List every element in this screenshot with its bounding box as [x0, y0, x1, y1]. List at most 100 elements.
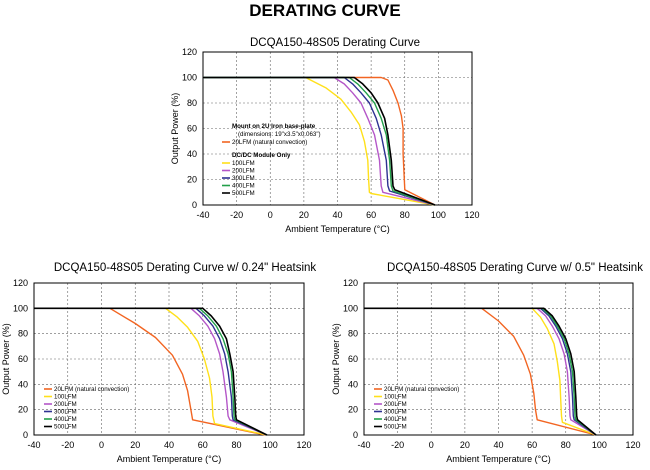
- x-tick-label: 40: [164, 440, 174, 450]
- legend-entry: 100LFM: [232, 160, 255, 167]
- y-tick-label: 80: [187, 98, 197, 108]
- legend-entry: 300LFM: [54, 409, 77, 416]
- x-axis-label: Ambient Temperature (°C): [285, 224, 389, 234]
- x-tick-label: 0: [429, 440, 434, 450]
- x-tick-label: -40: [357, 440, 370, 450]
- y-axis-label: Output Power (%): [1, 323, 11, 395]
- series-line-20lfm: [364, 307, 597, 436]
- series-line-300lfm: [34, 307, 268, 436]
- legend-entry: 200LFM: [384, 401, 407, 408]
- chart-title: DCQA150-48S05 Derating Curve w/ 0.5" Hea…: [387, 262, 643, 274]
- series-line-200lfm: [364, 307, 597, 436]
- x-tick-label: 40: [493, 440, 503, 450]
- legend: Mount on 2U Iron base-plate(dimensions: …: [222, 123, 321, 197]
- y-tick-label: 20: [348, 405, 358, 415]
- legend-entry: 300LFM: [232, 175, 255, 182]
- y-axis-label: Output Power (%): [331, 323, 341, 395]
- y-tick-label: 120: [13, 278, 28, 288]
- legend-group-heading: DC/DC Module Only: [232, 152, 291, 159]
- series-line-20lfm: [34, 307, 266, 436]
- x-tick-label: 120: [625, 440, 640, 450]
- x-tick-label: 20: [130, 440, 140, 450]
- y-tick-label: 100: [343, 303, 358, 313]
- y-tick-label: 40: [187, 149, 197, 159]
- legend: 20LFM (natural convection)100LFM200LFM30…: [374, 386, 459, 431]
- x-tick-label: 20: [299, 210, 309, 220]
- x-tick-label: 120: [464, 210, 479, 220]
- legend-entry: 200LFM: [54, 401, 77, 408]
- legend-entry: 400LFM: [54, 416, 77, 423]
- y-tick-label: 60: [187, 124, 197, 134]
- series-line-400lfm: [34, 307, 268, 436]
- series-line-500lfm: [364, 307, 597, 436]
- x-tick-label: 80: [231, 440, 241, 450]
- y-tick-label: 60: [18, 354, 28, 364]
- chart-2: DCQA150-48S05 Derating Curve w/ 0.24" He…: [1, 262, 316, 464]
- x-tick-label: 60: [366, 210, 376, 220]
- series-line-20lfm: [203, 76, 436, 206]
- x-tick-label: -20: [391, 440, 404, 450]
- y-tick-label: 0: [23, 430, 28, 440]
- legend-entry: 100LFM: [384, 394, 407, 401]
- series-line-300lfm: [364, 307, 597, 436]
- series-line-300lfm: [203, 76, 436, 206]
- legend-entry: 400LFM: [384, 416, 407, 423]
- y-tick-label: 0: [192, 200, 197, 210]
- chart-3: DCQA150-48S05 Derating Curve w/ 0.5" Hea…: [331, 262, 643, 464]
- y-tick-label: 80: [18, 329, 28, 339]
- plot-frame: [33, 282, 305, 436]
- x-tick-label: 60: [198, 440, 208, 450]
- series-line-400lfm: [203, 76, 436, 206]
- chart-title: DCQA150-48S05 Derating Curve w/ 0.24" He…: [54, 262, 317, 274]
- x-tick-label: 100: [263, 440, 278, 450]
- legend-entry: 500LFM: [232, 190, 255, 197]
- page-title: DERATING CURVE: [249, 1, 401, 20]
- legend-entry: 20LFM (natural convection): [54, 386, 129, 393]
- legend-entry: 400LFM: [232, 183, 255, 190]
- x-axis-label: Ambient Temperature (°C): [446, 454, 550, 464]
- x-tick-label: 0: [268, 210, 273, 220]
- x-tick-label: 80: [561, 440, 571, 450]
- legend-entry: 300LFM: [384, 409, 407, 416]
- legend-entry: 200LFM: [232, 168, 255, 175]
- legend: 20LFM (natural convection)100LFM200LFM30…: [44, 386, 129, 431]
- series-line-100lfm: [364, 307, 597, 436]
- y-tick-label: 40: [348, 379, 358, 389]
- legend-entry: 20LFM (natural convection): [232, 139, 307, 146]
- x-tick-label: 60: [527, 440, 537, 450]
- y-tick-label: 100: [13, 303, 28, 313]
- legend-entry: 500LFM: [54, 424, 77, 431]
- legend-subheading: (dimensions: 19"x3.5"x0.063"): [238, 131, 321, 138]
- x-tick-label: 20: [460, 440, 470, 450]
- x-tick-label: -20: [61, 440, 74, 450]
- x-tick-label: -20: [230, 210, 243, 220]
- legend-entry: 500LFM: [384, 424, 407, 431]
- x-tick-label: 40: [332, 210, 342, 220]
- x-tick-label: 0: [99, 440, 104, 450]
- y-tick-label: 100: [182, 73, 197, 83]
- legend-entry: 20LFM (natural convection): [384, 386, 459, 393]
- y-tick-label: 120: [182, 47, 197, 57]
- chart-1: DCQA150-48S05 Derating Curve -40 -20 0 20 40 6…: [170, 37, 480, 234]
- plot-frame: [202, 51, 473, 206]
- y-tick-label: 120: [343, 278, 358, 288]
- x-tick-label: 120: [296, 440, 311, 450]
- x-tick-label: 100: [592, 440, 607, 450]
- series-line-100lfm: [34, 307, 268, 436]
- legend-entry: 100LFM: [54, 394, 77, 401]
- y-tick-label: 20: [187, 175, 197, 185]
- y-tick-label: 0: [353, 430, 358, 440]
- y-tick-label: 80: [348, 329, 358, 339]
- plot-frame: [363, 282, 634, 436]
- series-line-500lfm: [34, 307, 268, 436]
- series-line-200lfm: [34, 307, 268, 436]
- chart-title: DCQA150-48S05 Derating Curve: [250, 37, 420, 49]
- legend-heading: Mount on 2U Iron base-plate: [232, 123, 316, 130]
- x-tick-label: 100: [431, 210, 446, 220]
- series-line-400lfm: [364, 307, 597, 436]
- x-tick-label: -40: [27, 440, 40, 450]
- series-line-100lfm: [203, 76, 436, 206]
- series-line-500lfm: [203, 76, 436, 206]
- x-tick-label: -40: [196, 210, 209, 220]
